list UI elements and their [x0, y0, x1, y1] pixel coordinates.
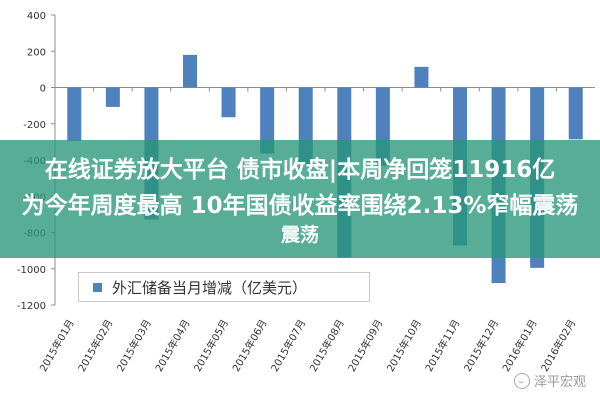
y-tick-label: 200	[27, 47, 46, 58]
bar	[67, 87, 82, 141]
legend-label: 外汇储备当月增减（亿美元）	[112, 278, 308, 297]
bar	[183, 54, 197, 88]
x-tick-label: 2015年03月	[114, 317, 154, 374]
watermark: 泽平宏观	[513, 371, 586, 390]
bar	[105, 87, 120, 107]
bar	[221, 87, 236, 118]
headline-banner: 在线证券放大平台 债市收盘|本周净回笼11916亿 为今年周度最高 10年国债收…	[0, 140, 600, 258]
y-tick-label: -200	[23, 120, 46, 131]
x-tick-label: 2015年07月	[268, 317, 308, 374]
bar	[260, 87, 275, 154]
bar	[414, 66, 429, 88]
y-tick-label: -1200	[17, 301, 46, 312]
x-tick-label: 2015年11月	[422, 317, 462, 374]
x-tick-label: 2016年02月	[538, 317, 578, 374]
watermark-logo-icon	[513, 372, 530, 389]
banner-line-1: 在线证券放大平台 债市收盘|本周净回笼11916亿	[44, 157, 556, 183]
bar	[568, 87, 583, 140]
chart-legend: 外汇储备当月增减（亿美元）	[78, 272, 370, 302]
x-tick-label: 2015年05月	[191, 317, 231, 374]
x-tick-label: 2015年02月	[75, 317, 115, 374]
x-tick-label: 2015年09月	[345, 317, 385, 374]
x-tick-label: 2015年04月	[152, 317, 192, 374]
y-tick-label: 0	[40, 84, 46, 95]
watermark-text: 泽平宏观	[533, 375, 586, 390]
legend-swatch	[93, 282, 102, 292]
x-tick-label: 2015年08月	[307, 317, 347, 374]
x-tick-label: 2016年01月	[499, 317, 539, 374]
y-tick-label: -1000	[17, 265, 46, 276]
x-tick-label: 2015年06月	[229, 317, 269, 374]
x-tick-label: 2015年01月	[37, 317, 77, 374]
y-tick-label: 400	[27, 11, 46, 22]
x-tick-label: 2015年10月	[384, 317, 424, 374]
banner-line-2: 为今年周度最高 10年国债收益率围绕2.13%窄幅震荡	[21, 193, 579, 219]
banner-line-3: 震荡	[280, 224, 319, 246]
x-tick-label: 2015年12月	[461, 317, 501, 374]
